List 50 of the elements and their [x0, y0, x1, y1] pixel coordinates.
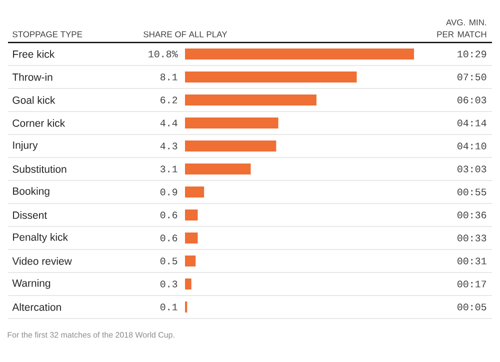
text: 04:14: [458, 120, 486, 126]
bar: [185, 256, 196, 267]
data-label: 3.1: [160, 166, 178, 172]
data-label: 10.8%: [148, 50, 178, 58]
text: 06:03: [458, 96, 486, 104]
bar: [185, 48, 414, 60]
y-tick-label: Free kick: [13, 50, 55, 58]
y-tick-label: Booking: [13, 187, 50, 197]
y-tick-label: Warning: [12, 279, 50, 289]
bar: [185, 186, 204, 198]
bar: [185, 118, 278, 129]
text: 00:36: [458, 212, 486, 218]
bar: [185, 94, 316, 106]
data-label: 0.6: [160, 212, 178, 218]
text: AVG. MIN. PER MATCH: [437, 19, 486, 38]
text: 10:29: [458, 50, 486, 58]
data-label: 4.3: [160, 142, 178, 150]
text: 03:03: [458, 166, 486, 172]
bar: [185, 140, 276, 152]
y-tick-label: Video review: [12, 257, 72, 265]
data-label: 0.5: [160, 258, 178, 264]
text: 07:50: [458, 74, 486, 80]
data-label: 0.1: [160, 304, 178, 310]
data-label: 0.3: [160, 280, 178, 288]
bar: [185, 278, 192, 290]
y-tick-label: Dissent: [13, 211, 47, 219]
data-label: 8.1: [160, 74, 178, 80]
y-tick-label: Altercation: [12, 303, 61, 311]
text: 00:33: [458, 234, 486, 242]
bar: [185, 164, 251, 175]
bar: [185, 232, 198, 244]
bar: [185, 72, 357, 83]
y-tick-label: Injury: [13, 141, 38, 151]
text: 04:10: [458, 142, 486, 150]
y-tick-label: Penalty kick: [13, 233, 68, 243]
x-axis-title: SHARE OF ALL PLAY: [144, 31, 228, 38]
bar: [185, 210, 198, 221]
data-label: 0.6: [160, 234, 178, 242]
text: 00:17: [458, 280, 486, 288]
data-label: 6.2: [160, 96, 178, 104]
y-tick-label: Throw-in: [12, 73, 52, 81]
data-label: 0.9: [160, 188, 178, 196]
text: 00:31: [458, 258, 486, 264]
y-tick-label: Goal kick: [12, 96, 56, 104]
y-tick-label: Substitution: [12, 165, 66, 173]
y-tick-label: Corner kick: [12, 119, 66, 127]
data-label: 4.4: [160, 120, 178, 126]
text: 00:55: [458, 188, 486, 196]
text: 00:05: [458, 304, 486, 310]
y-axis-title: STOPPAGE TYPE: [12, 31, 82, 38]
